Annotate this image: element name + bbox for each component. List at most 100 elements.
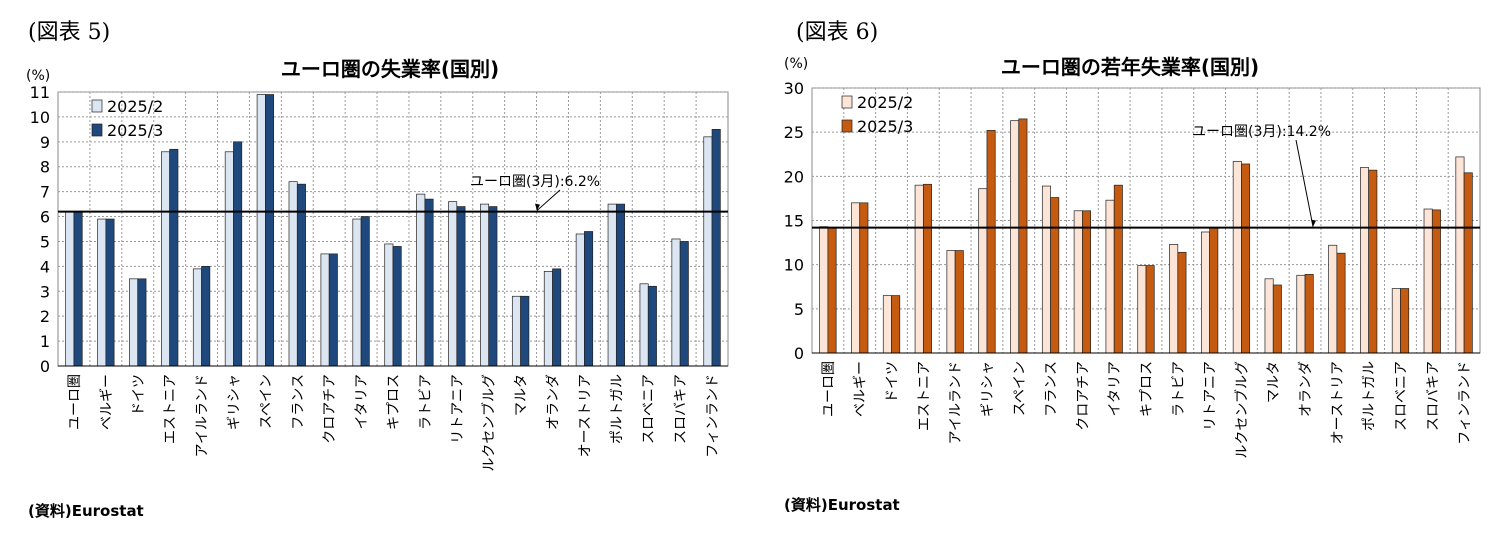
figure-label: (図表 5)	[28, 20, 111, 45]
y-tick-label: 0	[40, 357, 50, 376]
bar-2025-2	[448, 201, 458, 367]
y-tick-label: 2	[40, 307, 50, 326]
y-tick-label: 7	[40, 183, 50, 202]
bar-2025-2	[416, 193, 426, 367]
reference-line-label: ユーロ圏(3月):6.2%	[470, 174, 600, 190]
reference-arrow	[1295, 139, 1314, 227]
y-tick-label: 5	[794, 300, 804, 319]
x-tick-label: ギリシャ	[980, 361, 996, 417]
x-tick-label: マルタ	[1266, 361, 1282, 403]
bar-2025-2	[1455, 156, 1465, 354]
x-tick-label: アイルランド	[948, 361, 964, 444]
legend-swatch	[841, 95, 853, 109]
y-tick-label: 8	[40, 158, 50, 177]
x-tick-label: スペイン	[1012, 361, 1028, 416]
x-tick-label: スロベニア	[641, 374, 657, 444]
bar-2025-2	[671, 238, 681, 367]
bar-2025-3	[328, 253, 338, 367]
x-tick-label: オーストリア	[1330, 361, 1346, 444]
bar-2025-2	[1010, 120, 1020, 354]
x-tick-label: スロバキア	[673, 374, 689, 444]
bar-2025-3	[1082, 210, 1092, 354]
x-tick-label: ポルトガル	[609, 374, 625, 444]
y-tick-label: 25	[784, 123, 804, 142]
bar-2025-3	[1400, 288, 1410, 354]
bar-2025-3	[711, 129, 721, 367]
x-tick-label: クロアチア	[1075, 361, 1091, 431]
bar-2025-3	[105, 218, 115, 367]
bar-2025-3	[986, 130, 996, 354]
bar-2025-2	[97, 218, 107, 367]
bar-2025-3	[859, 202, 869, 354]
bar-2025-3	[424, 198, 434, 367]
x-tick-label: ユーロ圏	[67, 374, 83, 430]
x-tick-label: マルタ	[514, 374, 530, 416]
y-tick-label: 11	[30, 83, 50, 102]
x-tick-label: スペイン	[258, 374, 274, 429]
bar-2025-2	[1137, 265, 1147, 354]
bar-2025-2	[1264, 278, 1274, 354]
bar-2025-2	[1105, 199, 1115, 354]
x-tick-label: スロバキア	[1425, 361, 1441, 431]
legend-label: 2025/3	[107, 121, 163, 140]
chart-title: ユーロ圏の若年失業率(国別)	[1001, 55, 1259, 79]
bar-2025-2	[543, 270, 553, 367]
bar-2025-3	[552, 268, 562, 367]
x-tick-label: イタリア	[1107, 361, 1123, 416]
bar-2025-3	[1368, 169, 1378, 354]
x-tick-label: オーストリア	[577, 374, 593, 457]
bar-2025-2	[1296, 274, 1306, 354]
bar-2025-3	[360, 216, 370, 367]
bar-2025-2	[256, 94, 266, 367]
legend-swatch	[841, 119, 853, 133]
x-tick-label: フィンランド	[1457, 361, 1473, 445]
legend-swatch	[91, 99, 103, 113]
x-tick-label: スロベニア	[1393, 361, 1409, 431]
bar-2025-2	[288, 181, 298, 367]
x-tick-label: ルクセンブルグ	[481, 374, 498, 472]
bar-2025-3	[169, 148, 179, 367]
bar-2025-3	[1241, 163, 1251, 354]
x-tick-label: エストニア	[163, 374, 179, 444]
x-tick-label: ルクセンブルグ	[1233, 361, 1250, 459]
bar-2025-2	[129, 278, 139, 367]
y-tick-label: 20	[784, 167, 804, 186]
bar-2025-2	[1169, 244, 1179, 354]
x-tick-label: リトアニア	[450, 374, 466, 444]
bar-2025-2	[978, 188, 988, 354]
chart-title: ユーロ圏の失業率(国別)	[281, 57, 499, 81]
bar-2025-3	[615, 203, 625, 367]
bar-2025-2	[1073, 210, 1083, 354]
bar-2025-2	[480, 203, 490, 367]
bar-2025-2	[1360, 167, 1370, 354]
x-tick-label: フィンランド	[705, 374, 721, 458]
bar-2025-2	[224, 151, 234, 367]
legend-swatch	[91, 123, 103, 137]
bar-2025-3	[73, 211, 83, 367]
y-axis-unit-label: (%)	[784, 56, 808, 72]
bar-2025-2	[607, 203, 617, 367]
x-tick-label: フランス	[1044, 361, 1060, 417]
chart-panel-youth-unemployment: (図表 6) ユーロ圏の若年失業率(国別) (%) 0 5 10 15 20 25 30 ユーロ圏…	[760, 0, 1511, 539]
bar-2025-2	[575, 233, 585, 367]
bar-2025-2	[384, 243, 394, 367]
x-tick-label: キプロス	[386, 374, 402, 430]
bar-2025-3	[1431, 209, 1441, 354]
y-tick-label: 30	[784, 79, 804, 98]
bar-2025-3	[1018, 118, 1028, 354]
reference-arrow	[536, 189, 561, 211]
bar-2025-2	[851, 202, 861, 354]
bar-2025-3	[1304, 274, 1314, 354]
y-tick-label: 0	[794, 344, 804, 363]
bar-2025-3	[1272, 284, 1282, 354]
bar-2025-3	[137, 278, 147, 367]
bar-2025-3	[520, 295, 530, 367]
y-tick-label: 10	[784, 256, 804, 275]
x-tick-label: ユーロ圏	[821, 361, 837, 417]
bar-2025-3	[1050, 197, 1060, 354]
bar-2025-3	[891, 295, 901, 354]
x-tick-label: オランダ	[546, 374, 562, 430]
bar-2025-3	[456, 206, 466, 367]
x-tick-label: ドイツ	[131, 374, 147, 416]
legend-label: 2025/3	[857, 117, 913, 136]
